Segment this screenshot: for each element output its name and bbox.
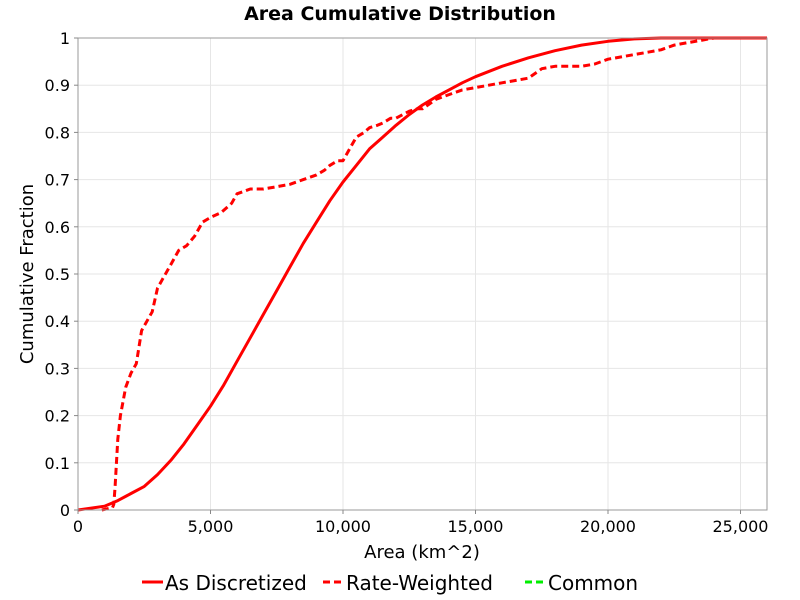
y-tick-label: 1 <box>60 29 70 48</box>
x-axis-label: Area (km^2) <box>364 542 480 563</box>
chart-title: Area Cumulative Distribution <box>244 3 556 25</box>
series-layer <box>77 36 767 512</box>
x-tick-label: 5,000 <box>188 517 234 536</box>
x-tick-label: 25,000 <box>713 517 769 536</box>
y-tick-label: 0.3 <box>45 359 70 378</box>
legend-label-1: Rate-Weighted <box>346 571 493 595</box>
series-line-0 <box>77 36 767 512</box>
y-tick-label: 0.5 <box>45 265 70 284</box>
legend: As Discretized Rate-Weighted Common <box>142 571 638 595</box>
y-tick-label: 0.9 <box>45 76 70 95</box>
x-tick-label: 20,000 <box>580 517 636 536</box>
legend-label-0: As Discretized <box>165 571 307 595</box>
y-tick-label: 0.4 <box>45 312 70 331</box>
y-tick-label: 0.2 <box>45 407 70 426</box>
x-tick-label: 15,000 <box>448 517 504 536</box>
y-tick-label: 0.7 <box>45 171 70 190</box>
y-axis-label: Cumulative Fraction <box>17 184 38 364</box>
series-line-1 <box>101 36 767 512</box>
y-tick-label: 0 <box>60 501 70 520</box>
y-tick-label: 0.1 <box>45 454 70 473</box>
y-tick-label: 0.6 <box>45 218 70 237</box>
x-axis-ticks: 0 5,000 10,000 15,000 20,000 25,000 <box>73 510 769 536</box>
legend-label-2: Common <box>548 571 638 595</box>
x-tick-label: 10,000 <box>315 517 371 536</box>
y-axis-ticks: 0 0.1 0.2 0.3 0.4 0.5 0.6 0.7 0.8 0.9 1 <box>45 29 78 520</box>
y-tick-label: 0.8 <box>45 123 70 142</box>
x-tick-label: 0 <box>73 517 83 536</box>
